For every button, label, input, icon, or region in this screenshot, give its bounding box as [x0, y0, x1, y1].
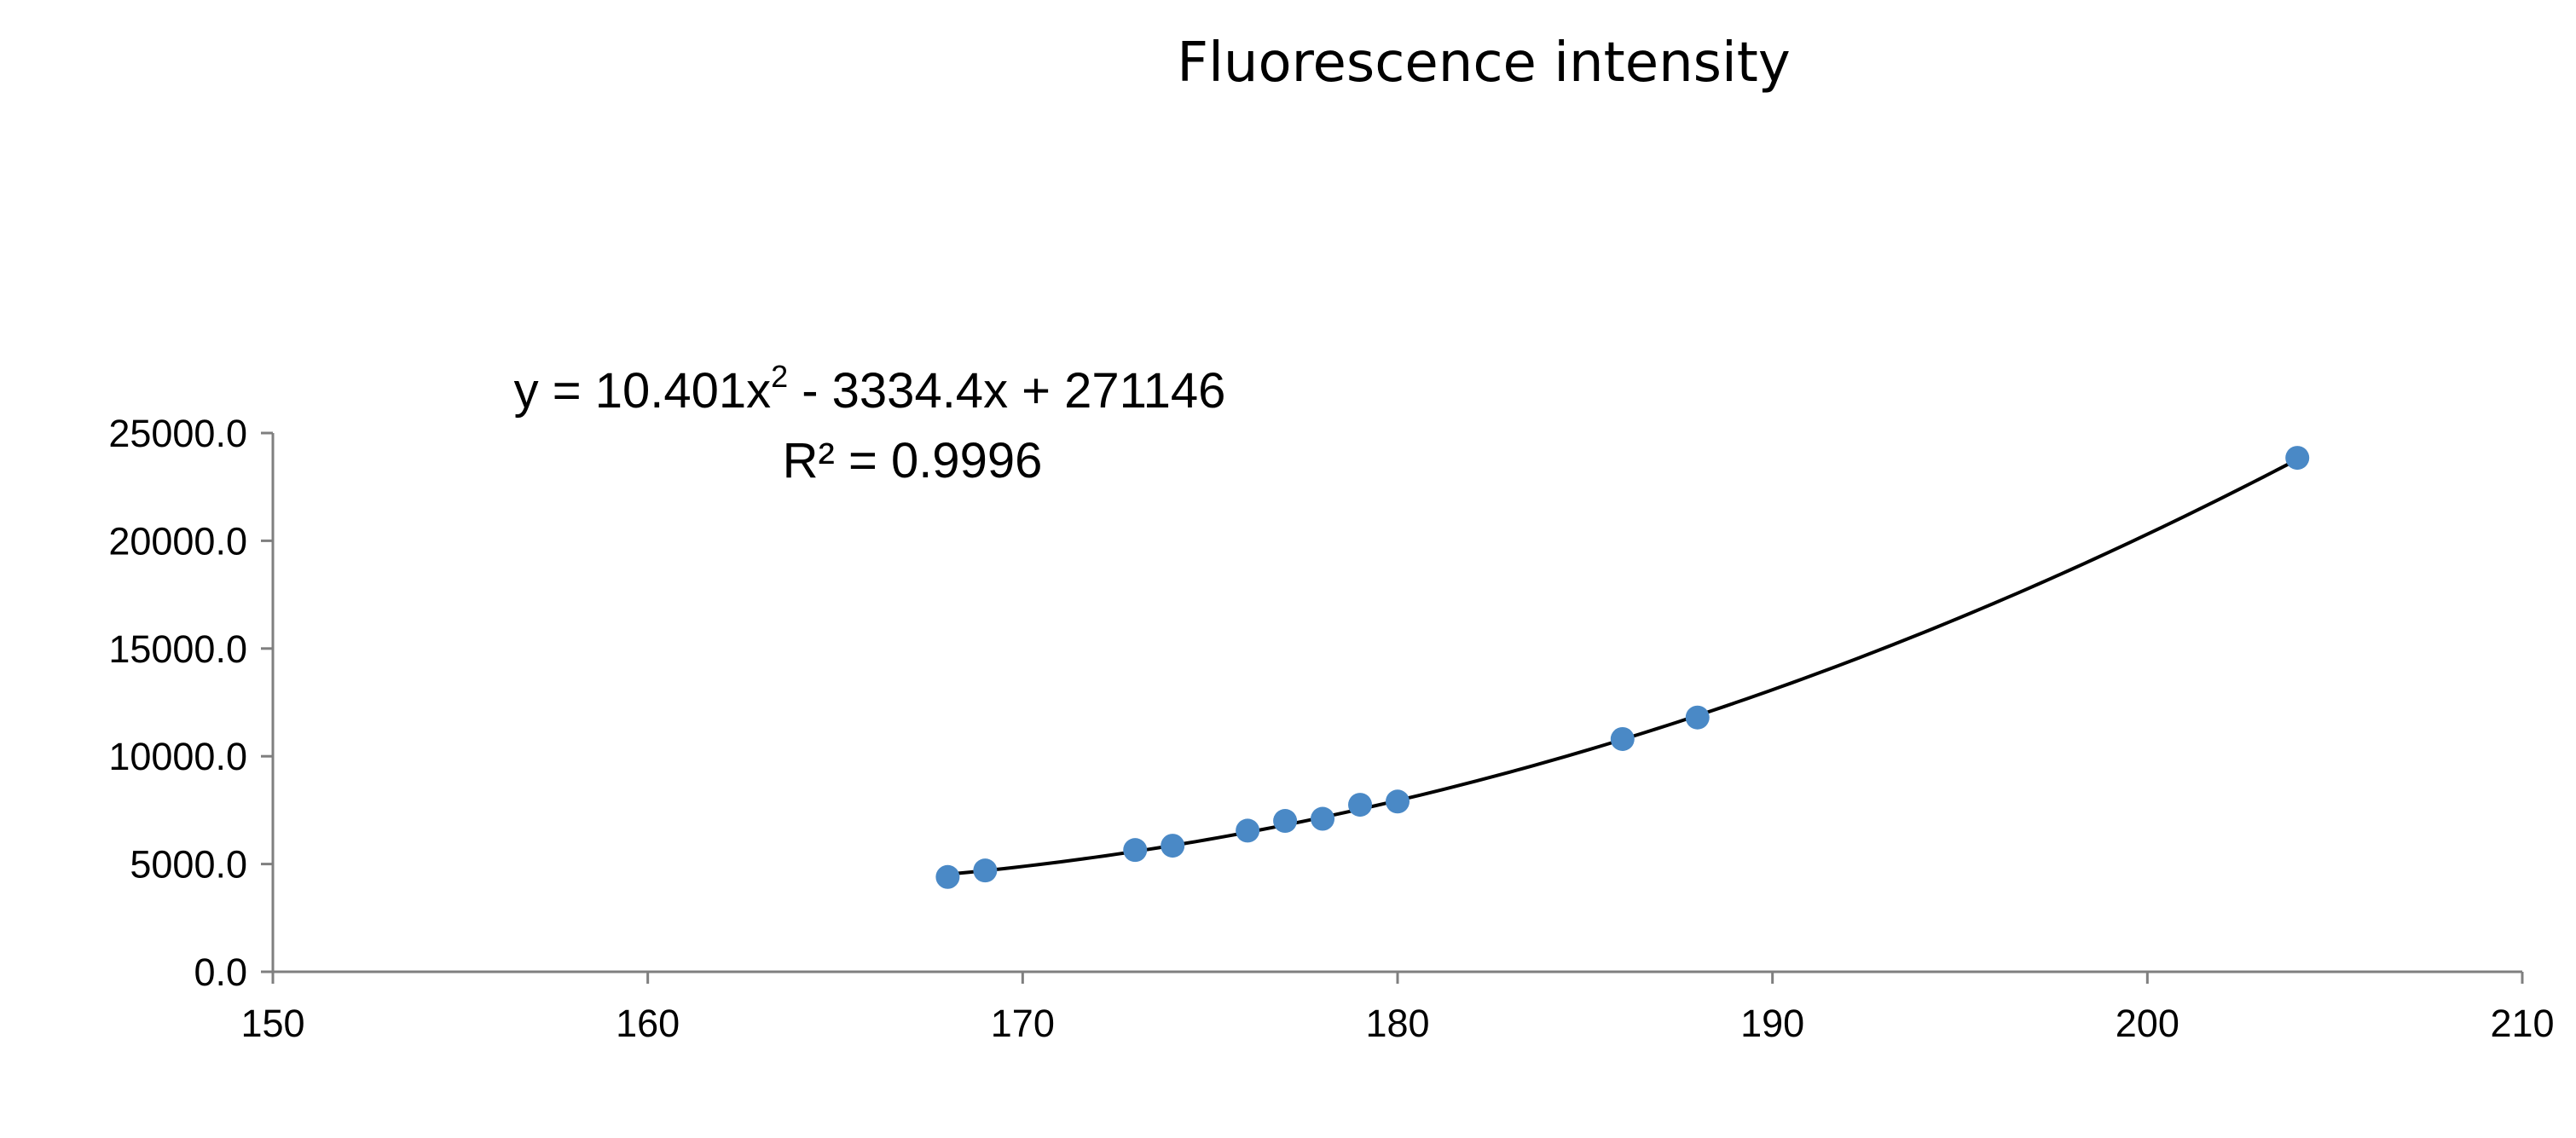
data-point [1685, 705, 1710, 730]
equation-prefix: y = 10.401x [514, 363, 772, 419]
y-tick-label: 0.0 [194, 950, 247, 994]
y-tick-label: 20000.0 [108, 519, 247, 563]
data-point [1311, 806, 1335, 831]
trendline-equation: y = 10.401x2 - 3334.4x + 271146 [514, 359, 1226, 419]
data-points [935, 446, 2310, 889]
equation-exponent: 2 [771, 359, 788, 394]
data-point [1273, 809, 1298, 834]
y-tick-label: 25000.0 [108, 412, 247, 455]
data-point [1348, 793, 1373, 817]
x-tick-label: 190 [1740, 1002, 1804, 1045]
x-tick-label: 160 [616, 1002, 680, 1045]
x-tick-label: 210 [2490, 1002, 2554, 1045]
data-point [1236, 818, 1260, 843]
equation-suffix: - 3334.4x + 271146 [788, 363, 1225, 419]
y-tick-label: 15000.0 [108, 627, 247, 671]
data-point [1123, 838, 1148, 863]
x-tick-label: 200 [2116, 1002, 2179, 1045]
data-point [1610, 726, 1635, 751]
data-point [935, 864, 960, 889]
x-tick-label: 150 [240, 1002, 304, 1045]
chart-title: Fluorescence intensity [1177, 32, 1790, 95]
y-ticks: 0.0 5000.0 10000.0 15000.0 20000.0 25000.0 [108, 412, 273, 994]
x-ticks: 150 160 170 180 190 200 210 [240, 972, 2555, 1045]
plot-area: 150 160 170 180 190 200 210 0.0 5000.0 10000.0 15… [108, 412, 2554, 1045]
data-point [2285, 446, 2310, 471]
x-tick-label: 180 [1365, 1002, 1429, 1045]
data-point [1386, 789, 1410, 814]
x-tick-label: 170 [991, 1002, 1055, 1045]
data-point [973, 858, 998, 883]
r-squared-label: R² = 0.9996 [783, 433, 1043, 488]
y-tick-label: 5000.0 [130, 843, 247, 887]
y-tick-label: 10000.0 [108, 735, 247, 778]
data-point [1161, 834, 1185, 858]
trendline [947, 458, 2299, 876]
